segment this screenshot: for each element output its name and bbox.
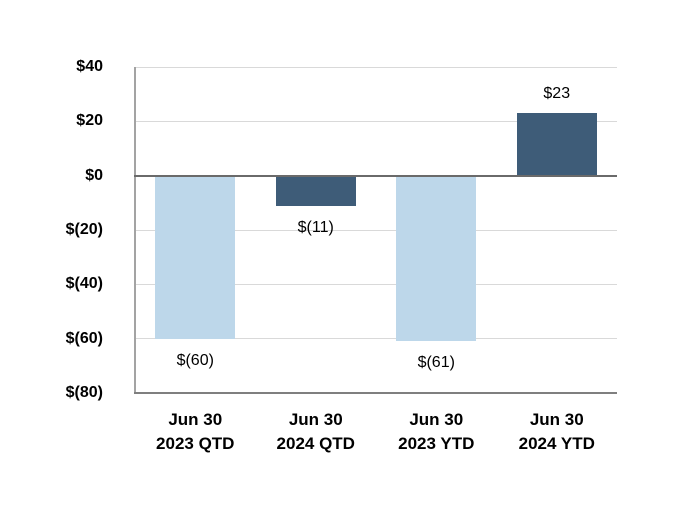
bar-data-label: $(61): [417, 354, 455, 372]
x-axis-category-line: Jun 30: [409, 410, 464, 429]
bar-jun-30-2024-qtd: [275, 175, 356, 206]
gridline: [135, 338, 617, 340]
gridline: [135, 120, 617, 122]
y-axis-tick-label: $(80): [65, 384, 103, 401]
bar-data-label: $(11): [297, 218, 334, 236]
y-axis-tick-label: $40: [76, 58, 103, 75]
x-axis-category-line: 2024 YTD: [518, 434, 595, 453]
x-axis-category-line: 2023 YTD: [398, 434, 475, 453]
zero-axis-line: [134, 174, 617, 177]
bar-data-label: $(60): [176, 351, 214, 369]
gridline: [135, 66, 617, 68]
y-axis-tick-label: $20: [76, 112, 103, 130]
y-axis-line: [134, 67, 136, 393]
x-axis-category-label: Jun 30 2023 YTD: [371, 408, 501, 456]
x-axis-category-line: Jun 30: [168, 410, 223, 429]
x-axis-category-label: Jun 30 2024 QTD: [251, 408, 381, 456]
x-axis-category-label: Jun 30 2023 QTD: [130, 408, 260, 456]
x-axis-category-line: Jun 30: [529, 410, 584, 429]
x-axis-line: [134, 392, 617, 394]
x-axis-category-label: Jun 30 2024 YTD: [492, 408, 622, 456]
y-axis-tick-label: $(60): [65, 329, 103, 347]
y-axis-tick-label: $0: [85, 166, 103, 184]
gridline: [135, 283, 617, 285]
x-axis-category-line: 2023 QTD: [156, 434, 235, 453]
x-axis-category-line: Jun 30: [288, 410, 343, 429]
bar-jun-30-2023-qtd: [155, 175, 236, 339]
bar-jun-30-2024-ytd: [516, 113, 597, 176]
y-axis-tick-label: $(20): [65, 221, 103, 238]
y-axis-tick-label: $(40): [65, 275, 103, 293]
bar-data-label: $23: [543, 85, 571, 103]
gridline: [135, 229, 617, 231]
x-axis-category-line: 2024 QTD: [276, 434, 355, 453]
bar-jun-30-2023-ytd: [396, 175, 477, 342]
